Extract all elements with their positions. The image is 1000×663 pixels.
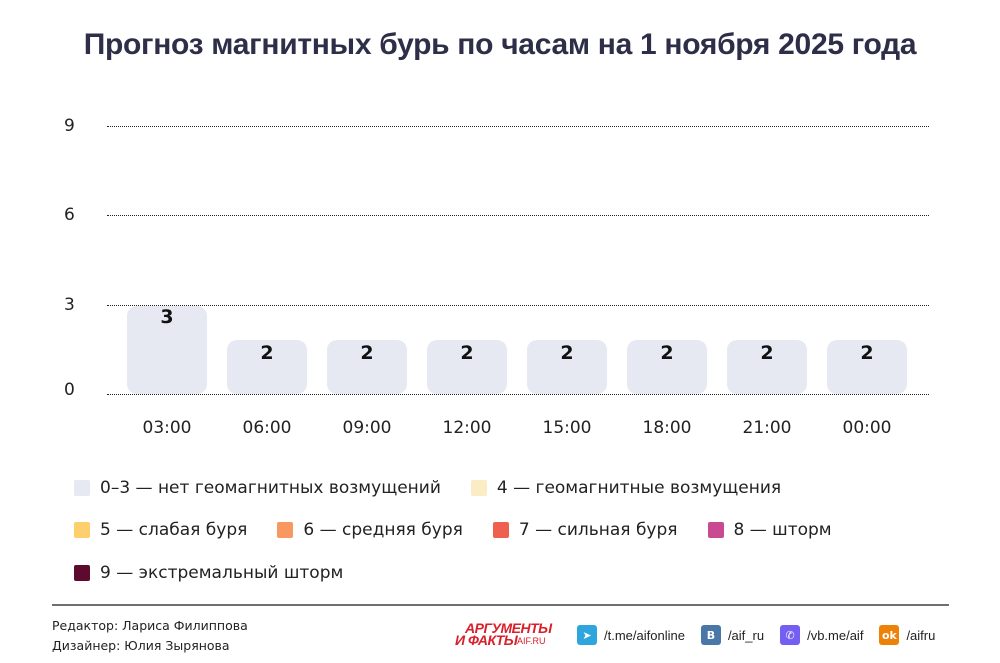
legend-item-5: 5 — слабая буря	[74, 520, 247, 540]
legend-item-7: 7 — сильная буря	[492, 520, 678, 540]
x-tick: 03:00	[142, 418, 192, 438]
x-tick: 06:00	[242, 418, 292, 438]
bar-value: 2	[560, 342, 574, 364]
bar-0000: 2	[827, 340, 907, 394]
y-tick-6: 6	[64, 205, 75, 225]
aif-logo[interactable]: АРГУМЕНТЫ И ФАКТЫ AIF.RU	[455, 621, 563, 649]
bar-value: 2	[360, 342, 374, 364]
legend-label: 6 — средняя буря	[303, 520, 463, 540]
bar-1500: 2	[527, 340, 607, 394]
legend-label: 4 — геомагнитные возмущения	[496, 478, 782, 498]
y-tick-3: 3	[64, 295, 75, 315]
bar-value: 3	[160, 306, 174, 328]
x-tick: 18:00	[642, 418, 692, 438]
bar-1200: 2	[427, 340, 507, 394]
legend-item-0-3: 0–3 — нет геомагнитных возмущений	[74, 478, 441, 498]
swatch-icon	[707, 522, 724, 538]
y-tick-9: 9	[64, 116, 75, 136]
gridline-9	[107, 126, 929, 127]
legend-label: 0–3 — нет геомагнитных возмущений	[100, 478, 441, 498]
bar-0900: 2	[327, 340, 407, 394]
x-tick: 21:00	[742, 418, 792, 438]
social-vk[interactable]: B /aif_ru	[700, 625, 765, 645]
logo-text-bottom: И ФАКТЫ	[455, 632, 518, 648]
x-tick: 12:00	[442, 418, 492, 438]
bar-value: 2	[660, 342, 674, 364]
vk-icon: B	[700, 625, 721, 645]
x-tick: 09:00	[342, 418, 392, 438]
swatch-icon	[74, 480, 90, 496]
swatch-icon	[492, 522, 509, 538]
gridline-3	[107, 305, 929, 306]
bar-value: 2	[460, 342, 474, 364]
logo-text-sub: AIF.RU	[517, 636, 546, 646]
social-odnoklassniki[interactable]: ok /aifru	[879, 625, 935, 645]
chart-title: Прогноз магнитных бурь по часам на 1 ноя…	[83, 28, 917, 61]
legend-label: 5 — слабая буря	[100, 520, 248, 540]
legend-item-9: 9 — экстремальный шторм	[74, 563, 343, 583]
bar-0600: 2	[227, 340, 307, 394]
legend-item-6: 6 — средняя буря	[277, 520, 463, 540]
legend-row-1: 0–3 — нет геомагнитных возмущений 4 — ге…	[74, 478, 811, 498]
social-link-text[interactable]: /aif_ru	[727, 627, 765, 643]
editor-credit: Редактор: Лариса Филиппова	[52, 618, 248, 633]
footer-divider	[52, 604, 949, 606]
legend-item-8: 8 — шторм	[707, 520, 832, 540]
legend-label: 9 — экстремальный шторм	[100, 563, 344, 583]
designer-credit: Дизайнер: Юлия Зырянова	[52, 638, 230, 653]
gridline-0	[107, 394, 929, 395]
legend-row-3: 9 — экстремальный шторм	[74, 563, 373, 583]
bar-2100: 2	[727, 340, 807, 394]
social-link-text[interactable]: /t.me/aifonline	[604, 627, 685, 643]
swatch-icon	[74, 565, 90, 581]
viber-icon: ✆	[780, 625, 801, 645]
gridline-6	[107, 215, 929, 216]
footer-links: АРГУМЕНТЫ И ФАКТЫ AIF.RU ➤ /t.me/aifonli…	[455, 620, 935, 650]
social-telegram[interactable]: ➤ /t.me/aifonline	[577, 625, 685, 645]
legend-row-2: 5 — слабая буря 6 — средняя буря 7 — сил…	[74, 520, 862, 540]
x-tick: 15:00	[542, 418, 592, 438]
social-viber[interactable]: ✆ /vb.me/aif	[780, 625, 863, 645]
logo-text-top: АРГУМЕНТЫ	[465, 620, 552, 636]
swatch-icon	[74, 522, 90, 538]
bar-1800: 2	[627, 340, 707, 394]
swatch-icon	[277, 522, 294, 538]
social-link-text[interactable]: /vb.me/aif	[807, 627, 864, 643]
social-link-text[interactable]: /aifru	[906, 627, 936, 643]
bar-0300: 3	[127, 306, 207, 394]
swatch-icon	[470, 480, 487, 496]
bar-value: 2	[760, 342, 774, 364]
x-tick: 00:00	[842, 418, 892, 438]
legend-label: 8 — шторм	[733, 520, 832, 540]
legend-item-4: 4 — геомагнитные возмущения	[470, 478, 782, 498]
bar-chart: 9 6 3 0 3 2 2 2 2 2 2 2 03:00 06:00 09:0…	[64, 116, 929, 438]
legend-label: 7 — сильная буря	[518, 520, 678, 540]
bar-value: 2	[260, 342, 274, 364]
bar-value: 2	[860, 342, 874, 364]
telegram-icon: ➤	[577, 625, 597, 645]
y-tick-0: 0	[64, 380, 75, 400]
credits: Редактор: Лариса Филиппова Дизайнер: Юли…	[52, 616, 248, 656]
odnoklassniki-icon: ok	[879, 625, 900, 645]
